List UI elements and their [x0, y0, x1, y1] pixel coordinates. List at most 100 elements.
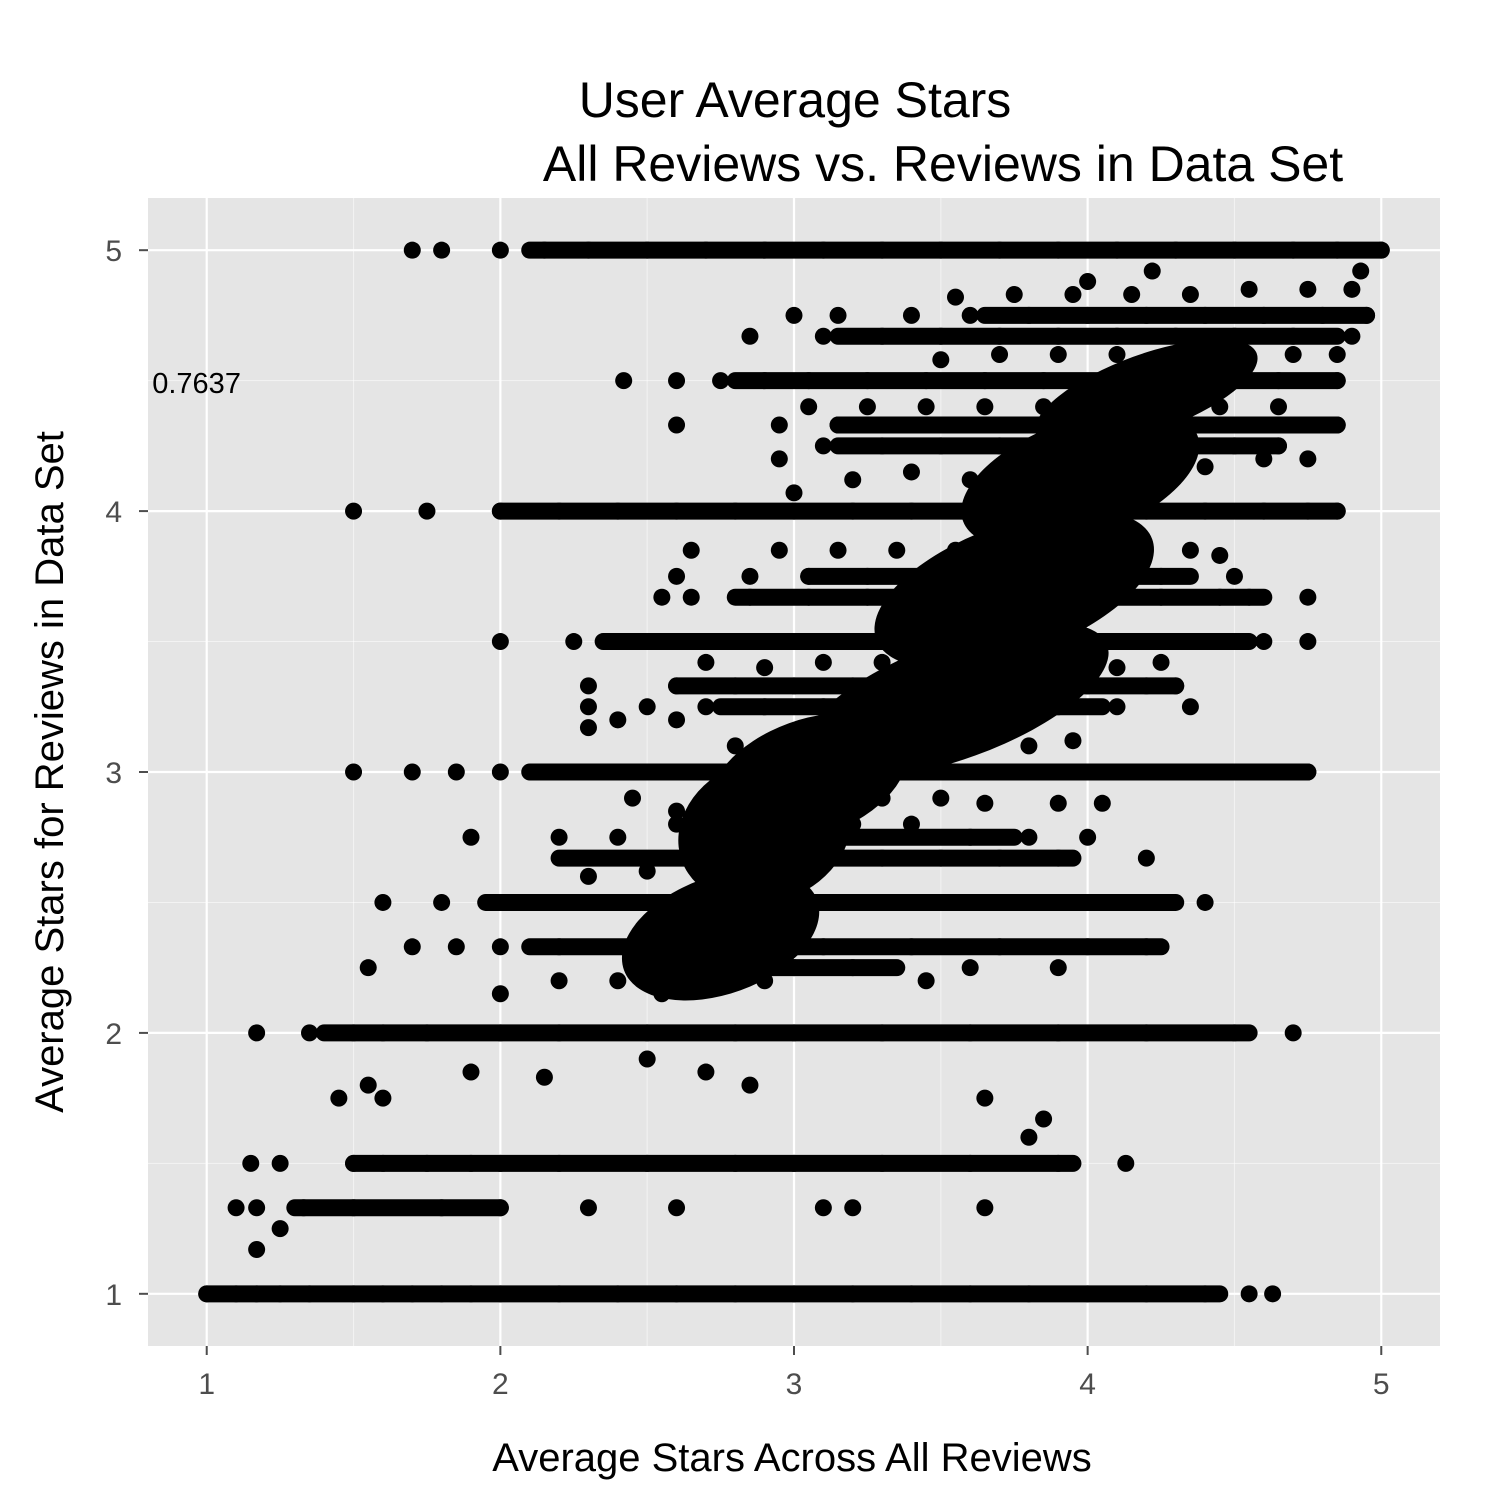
dense-cluster: [874, 510, 1154, 669]
data-point: [550, 502, 568, 520]
data-point: [697, 653, 715, 671]
data-point: [1137, 938, 1155, 956]
data-point: [550, 938, 568, 956]
data-point: [756, 372, 774, 390]
data-point: [668, 763, 686, 781]
data-point: [888, 416, 906, 434]
data-point: [1240, 280, 1258, 298]
data-point: [785, 828, 803, 846]
data-point: [814, 437, 832, 455]
data-point: [1181, 541, 1199, 559]
data-point: [991, 938, 1009, 956]
data-point: [1108, 346, 1126, 364]
data-point: [756, 698, 774, 716]
data-point: [271, 1285, 289, 1303]
data-point: [976, 1089, 994, 1107]
data-point: [976, 567, 994, 585]
x-axis-ticks: 1 2 3 4 5: [198, 1346, 1390, 1401]
data-point: [873, 241, 891, 259]
data-point: [1079, 463, 1097, 481]
data-point: [1035, 633, 1053, 651]
data-point: [741, 1076, 759, 1094]
data-point: [491, 985, 509, 1003]
data-point: [447, 938, 465, 956]
data-point: [1020, 1285, 1038, 1303]
data-point: [873, 653, 891, 671]
data-point: [535, 241, 553, 259]
x-tick-label: 2: [492, 1368, 509, 1401]
data-point: [858, 567, 876, 585]
data-point: [242, 1154, 260, 1172]
data-point: [1079, 272, 1097, 290]
data-point: [248, 1024, 266, 1042]
data-point: [785, 1154, 803, 1172]
data-point: [976, 794, 994, 812]
data-point: [1284, 346, 1302, 364]
data-point: [1152, 567, 1170, 585]
data-point: [785, 677, 803, 695]
data-point: [579, 1199, 597, 1217]
data-point: [873, 1154, 891, 1172]
data-point: [1299, 450, 1317, 468]
data-point: [976, 372, 994, 390]
data-point: [1225, 346, 1243, 364]
data-point: [198, 1285, 216, 1303]
data-point: [491, 1024, 509, 1042]
data-point: [785, 893, 803, 911]
data-point: [1181, 416, 1199, 434]
data-point: [844, 763, 862, 781]
data-point: [844, 815, 862, 833]
data-point: [638, 938, 656, 956]
data-point: [991, 698, 1009, 716]
data-point: [418, 502, 436, 520]
data-point: [1079, 938, 1097, 956]
data-point: [359, 1076, 377, 1094]
data-point: [1137, 893, 1155, 911]
data-point: [638, 862, 656, 880]
data-point: [991, 241, 1009, 259]
x-tick-label: 1: [198, 1368, 215, 1401]
data-point: [418, 1154, 436, 1172]
data-point: [1005, 416, 1023, 434]
data-point: [1328, 416, 1346, 434]
y-tick-label: 3: [105, 757, 122, 790]
data-point: [712, 372, 730, 390]
data-point: [829, 541, 847, 559]
x-tick-label: 3: [786, 1368, 803, 1401]
data-point: [726, 1154, 744, 1172]
data-point: [844, 677, 862, 695]
data-point: [1123, 416, 1141, 434]
data-point: [1196, 763, 1214, 781]
data-point: [991, 849, 1009, 867]
data-point: [1093, 372, 1111, 390]
data-point: [932, 241, 950, 259]
data-point: [1299, 633, 1317, 651]
data-point: [873, 789, 891, 807]
data-point: [917, 633, 935, 651]
data-point: [491, 1199, 509, 1217]
data-point: [682, 588, 700, 606]
data-point: [1255, 450, 1273, 468]
data-point: [550, 972, 568, 990]
data-point: [550, 1024, 568, 1042]
data-point: [1035, 1110, 1053, 1128]
data-point: [932, 849, 950, 867]
overplotted-dense-clusters: [621, 339, 1258, 1001]
data-point: [961, 677, 979, 695]
data-point: [1035, 398, 1053, 416]
data-point: [1255, 502, 1273, 520]
data-point: [829, 416, 847, 434]
data-point: [976, 633, 994, 651]
data-point: [844, 1199, 862, 1217]
data-point: [491, 1285, 509, 1303]
data-point: [301, 1024, 318, 1042]
data-point: [1299, 502, 1317, 520]
data-point: [638, 1050, 656, 1068]
data-point: [932, 653, 950, 671]
data-point: [1372, 241, 1390, 259]
data-point: [1079, 502, 1097, 520]
data-point: [1064, 286, 1082, 304]
data-point: [1196, 893, 1214, 911]
data-point: [1108, 698, 1126, 716]
